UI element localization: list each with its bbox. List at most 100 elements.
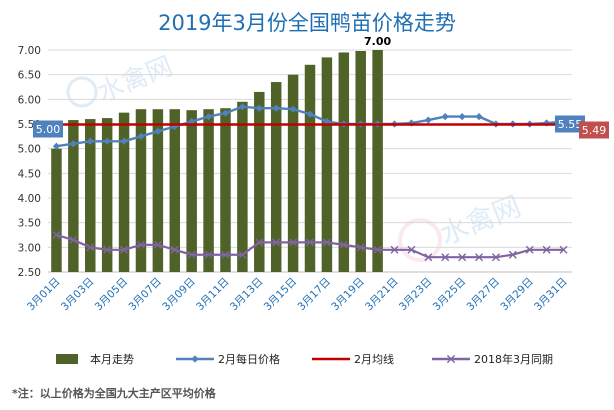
y-axis: 7.006.506.005.505.004.504.003.503.002.50 [18, 45, 41, 279]
point-daily [154, 127, 162, 135]
point-daily [103, 137, 111, 145]
bar [270, 82, 282, 272]
point-lastyear [255, 238, 264, 247]
bar [372, 50, 383, 272]
point-lastyear [390, 245, 399, 254]
point-daily [120, 137, 128, 145]
x-tick-label: 3月01日 [25, 276, 63, 314]
avg-label-box [579, 121, 609, 139]
y-tick-label: 2.50 [18, 267, 41, 279]
y-tick-label: 3.50 [18, 218, 41, 230]
point-daily [272, 104, 280, 112]
x-tick-label: 3月07日 [126, 276, 164, 314]
point-daily [52, 142, 61, 150]
point-lastyear [289, 238, 298, 247]
bar [152, 109, 164, 272]
watermark-text-2: 水禽网 [435, 189, 525, 251]
y-tick-label: 7.00 [18, 45, 41, 57]
daily-end-label: 5.55 [558, 118, 583, 131]
point-lastyear [458, 253, 467, 262]
y-tick-label: 6.00 [18, 94, 41, 106]
bar [68, 120, 79, 272]
point-daily [289, 105, 297, 113]
bar [203, 109, 214, 272]
bar-max-label: 7.00 [364, 35, 391, 48]
point-lastyear [221, 250, 230, 259]
bar [287, 74, 299, 273]
point-lastyear [356, 243, 365, 252]
y-tick-label: 3.00 [18, 242, 41, 254]
bar [220, 108, 231, 272]
point-lastyear [525, 245, 534, 254]
bar [85, 119, 96, 272]
point-lastyear [238, 250, 247, 259]
legend-label: 本月走势 [90, 352, 134, 366]
x-tick-label: 3月19日 [329, 276, 367, 314]
point-daily [458, 113, 466, 121]
point-lastyear [559, 245, 568, 254]
point-lastyear [103, 245, 112, 254]
data-labels: 7.00 5.00 5.55 5.49 [33, 35, 609, 139]
legend: 本月走势 2月每日价格 2月均线 2018年3月同期 [56, 352, 553, 366]
y-tick-label: 4.00 [18, 193, 41, 205]
point-daily [86, 137, 94, 145]
point-lastyear [136, 240, 145, 249]
x-tick-label: 3月05日 [93, 276, 131, 314]
bar [101, 118, 113, 272]
watermark-text: 水禽网 [93, 51, 177, 108]
x-tick-label: 3月13日 [228, 276, 266, 314]
point-lastyear [86, 243, 95, 252]
y-tick-label: 6.50 [18, 70, 41, 82]
x-tick-label: 3月11日 [194, 276, 232, 314]
point-lastyear [542, 245, 551, 254]
lines-series [48, 103, 572, 262]
bar [321, 57, 333, 273]
x-tick-label: 3月15日 [262, 276, 300, 314]
x-tick-label: 3月03日 [59, 276, 97, 314]
bar [254, 91, 265, 272]
point-lastyear [475, 253, 484, 262]
point-daily [69, 140, 77, 148]
chart-title: 2019年3月份全国鸭苗价格走势 [158, 11, 456, 35]
x-tick-label: 3月09日 [160, 276, 198, 314]
bar [118, 112, 130, 272]
point-daily [475, 113, 483, 121]
y-tick-label: 5.00 [18, 144, 41, 156]
point-daily [238, 103, 246, 111]
point-lastyear [187, 250, 196, 259]
point-daily [306, 110, 314, 118]
point-daily [137, 132, 145, 140]
point-daily [255, 104, 263, 112]
legend-marker [191, 355, 199, 363]
bar [135, 109, 147, 272]
y-tick-label: 4.50 [18, 168, 41, 180]
legend-marker [446, 354, 456, 364]
daily-end-label-box [555, 115, 585, 133]
x-tick-label: 3月17日 [296, 276, 334, 314]
x-tick-label: 3月21日 [363, 276, 401, 314]
x-tick-label: 3月31日 [532, 276, 570, 314]
point-lastyear [322, 238, 331, 247]
point-lastyear [491, 253, 500, 262]
bar [338, 52, 350, 272]
bar [51, 148, 62, 272]
bar [186, 110, 197, 272]
point-daily [424, 116, 432, 124]
legend-label: 2月均线 [354, 352, 394, 366]
bar [237, 101, 248, 272]
avg-label: 5.49 [582, 124, 607, 137]
point-lastyear [52, 231, 61, 239]
daily-start-label: 5.00 [36, 123, 61, 136]
point-lastyear [272, 238, 281, 247]
legend-label: 2018年3月同期 [474, 352, 553, 366]
x-axis: 3月01日3月03日3月05日3月07日3月09日3月11日3月13日3月15日… [25, 276, 570, 314]
bar [355, 50, 366, 273]
point-lastyear [424, 253, 433, 262]
point-lastyear [204, 250, 213, 259]
x-tick-label: 3月23日 [397, 276, 435, 314]
point-lastyear [170, 245, 179, 254]
point-lastyear [339, 240, 348, 249]
point-lastyear [306, 238, 314, 247]
point-daily [221, 109, 230, 117]
